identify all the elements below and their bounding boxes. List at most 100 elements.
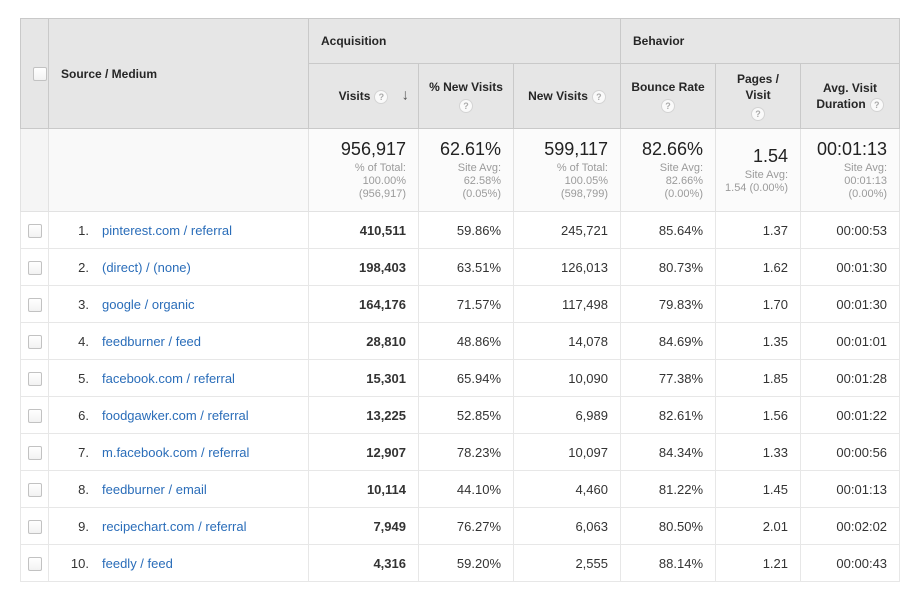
row-rank: 1. [78, 222, 89, 238]
cell-pct-new-visits: 76.27% [418, 507, 514, 545]
row-checkbox[interactable] [27, 445, 42, 460]
row-checkbox[interactable] [27, 260, 42, 275]
row-checkbox[interactable] [27, 297, 42, 312]
source-cell: 1. pinterest.com / referral [48, 211, 309, 249]
cell-pct-new-visits: 48.86% [418, 322, 514, 360]
cell-avg-visit-duration: 00:01:30 [799, 285, 901, 323]
checkbox-cell [20, 396, 49, 434]
table-header: Source / Medium Acquisition Behavior Vis… [20, 18, 901, 129]
source-medium-link[interactable]: recipechart.com / referral [102, 518, 247, 534]
select-all-cell [20, 18, 49, 129]
source-medium-link[interactable]: facebook.com / referral [102, 370, 235, 386]
source-medium-link[interactable]: m.facebook.com / referral [102, 444, 250, 460]
column-header-visits[interactable]: Visits? ↓ [308, 63, 419, 129]
source-cell: 7. m.facebook.com / referral [48, 433, 309, 471]
source-cell: 3. google / organic [48, 285, 309, 323]
source-cell: 10. feedly / feed [48, 544, 309, 582]
row-checkbox[interactable] [27, 482, 42, 497]
column-header-bounce-rate[interactable]: Bounce Rate ? [620, 63, 716, 129]
summary-avg-visit-duration-value: 00:01:13 [816, 139, 888, 159]
cell-avg-visit-duration: 00:00:56 [799, 433, 901, 471]
table-row: 5. facebook.com / referral 15,301 65.94% … [20, 359, 901, 397]
cell-avg-visit-duration: 00:02:02 [799, 507, 901, 545]
cell-new-visits: 2,555 [513, 544, 621, 582]
checkbox-cell [20, 470, 49, 508]
totals-source-cell [48, 128, 309, 212]
help-icon[interactable]: ? [751, 107, 765, 122]
summary-visits-value: 956,917 [340, 139, 406, 159]
checkbox-cell [20, 322, 49, 360]
cell-pct-new-visits: 71.57% [418, 285, 514, 323]
column-header-new-visits[interactable]: New Visits? [513, 63, 621, 129]
cell-new-visits: 4,460 [513, 470, 621, 508]
source-medium-link[interactable]: pinterest.com / referral [102, 222, 233, 238]
cell-bounce-rate: 77.38% [620, 359, 716, 397]
row-checkbox[interactable] [27, 408, 42, 423]
cell-new-visits: 126,013 [513, 248, 621, 286]
source-medium-link[interactable]: feedburner / email [102, 481, 207, 497]
cell-new-visits: 6,989 [513, 396, 621, 434]
table-row: 10. feedly / feed 4,316 59.20% 2,555 88.1… [20, 544, 901, 582]
source-medium-link[interactable]: google / organic [102, 296, 195, 312]
summary-pct-new-visits-subtext: Site Avg: 62.58% (0.05%) [457, 162, 501, 200]
cell-pct-new-visits: 63.51% [418, 248, 514, 286]
column-header-avg-visit-duration[interactable]: Avg. Visit Duration? [799, 63, 901, 129]
cell-bounce-rate: 84.69% [620, 322, 716, 360]
checkbox-cell [20, 544, 49, 582]
cell-visits: 164,176 [308, 285, 419, 323]
source-medium-link[interactable]: foodgawker.com / referral [102, 407, 249, 423]
checkbox-cell [20, 433, 49, 471]
select-all-checkbox[interactable] [33, 66, 47, 81]
row-rank: 3. [78, 296, 89, 312]
row-rank: 2. [78, 259, 89, 275]
source-cell: 9. recipechart.com / referral [48, 507, 309, 545]
source-medium-link[interactable]: (direct) / (none) [102, 259, 191, 275]
help-icon[interactable]: ? [591, 89, 606, 104]
row-checkbox[interactable] [27, 519, 42, 534]
column-label-new-visits: New Visits [528, 89, 588, 103]
cell-pct-new-visits: 59.20% [418, 544, 514, 582]
column-header-pct-new-visits[interactable]: % New Visits ? [418, 63, 514, 129]
column-header-pages-per-visit[interactable]: Pages / Visit ? [715, 63, 801, 129]
cell-bounce-rate: 79.83% [620, 285, 716, 323]
cell-avg-visit-duration: 00:00:43 [799, 544, 901, 582]
cell-new-visits: 10,097 [513, 433, 621, 471]
row-rank: 7. [78, 444, 89, 460]
cell-bounce-rate: 84.34% [620, 433, 716, 471]
source-medium-link[interactable]: feedly / feed [102, 555, 173, 571]
column-header-source-medium: Source / Medium [48, 18, 309, 129]
checkbox-cell [20, 211, 49, 249]
source-medium-link[interactable]: feedburner / feed [102, 333, 202, 349]
summary-bounce-rate: 82.66% Site Avg: 82.66% (0.00%) [620, 128, 716, 212]
cell-pages-per-visit: 1.62 [715, 248, 801, 286]
cell-avg-visit-duration: 00:01:28 [799, 359, 901, 397]
cell-visits: 4,316 [308, 544, 419, 582]
sort-descending-icon[interactable]: ↓ [401, 86, 410, 104]
row-checkbox[interactable] [27, 556, 42, 571]
source-cell: 8. feedburner / email [48, 470, 309, 508]
source-cell: 4. feedburner / feed [48, 322, 309, 360]
row-checkbox[interactable] [27, 223, 42, 238]
help-icon[interactable]: ? [374, 89, 389, 104]
cell-pct-new-visits: 65.94% [418, 359, 514, 397]
column-label-pages-per-visit: Pages / Visit [736, 71, 780, 102]
summary-pages-per-visit-value: 1.54 [752, 145, 788, 166]
source-cell: 5. facebook.com / referral [48, 359, 309, 397]
summary-pages-per-visit: 1.54 Site Avg: 1.54 (0.00%) [715, 128, 801, 212]
help-icon[interactable]: ? [869, 97, 884, 112]
cell-bounce-rate: 80.73% [620, 248, 716, 286]
help-icon[interactable]: ? [661, 99, 675, 114]
row-checkbox[interactable] [27, 371, 42, 386]
row-checkbox[interactable] [27, 334, 42, 349]
cell-visits: 7,949 [308, 507, 419, 545]
cell-visits: 198,403 [308, 248, 419, 286]
cell-new-visits: 6,063 [513, 507, 621, 545]
group-header-acquisition: Acquisition [308, 18, 621, 64]
cell-bounce-rate: 85.64% [620, 211, 716, 249]
column-label-bounce-rate: Bounce Rate [631, 79, 705, 94]
help-icon[interactable]: ? [459, 99, 473, 114]
cell-pages-per-visit: 2.01 [715, 507, 801, 545]
cell-visits: 13,225 [308, 396, 419, 434]
cell-pages-per-visit: 1.56 [715, 396, 801, 434]
analytics-report-sheet: Source / Medium Acquisition Behavior Vis… [0, 18, 919, 582]
